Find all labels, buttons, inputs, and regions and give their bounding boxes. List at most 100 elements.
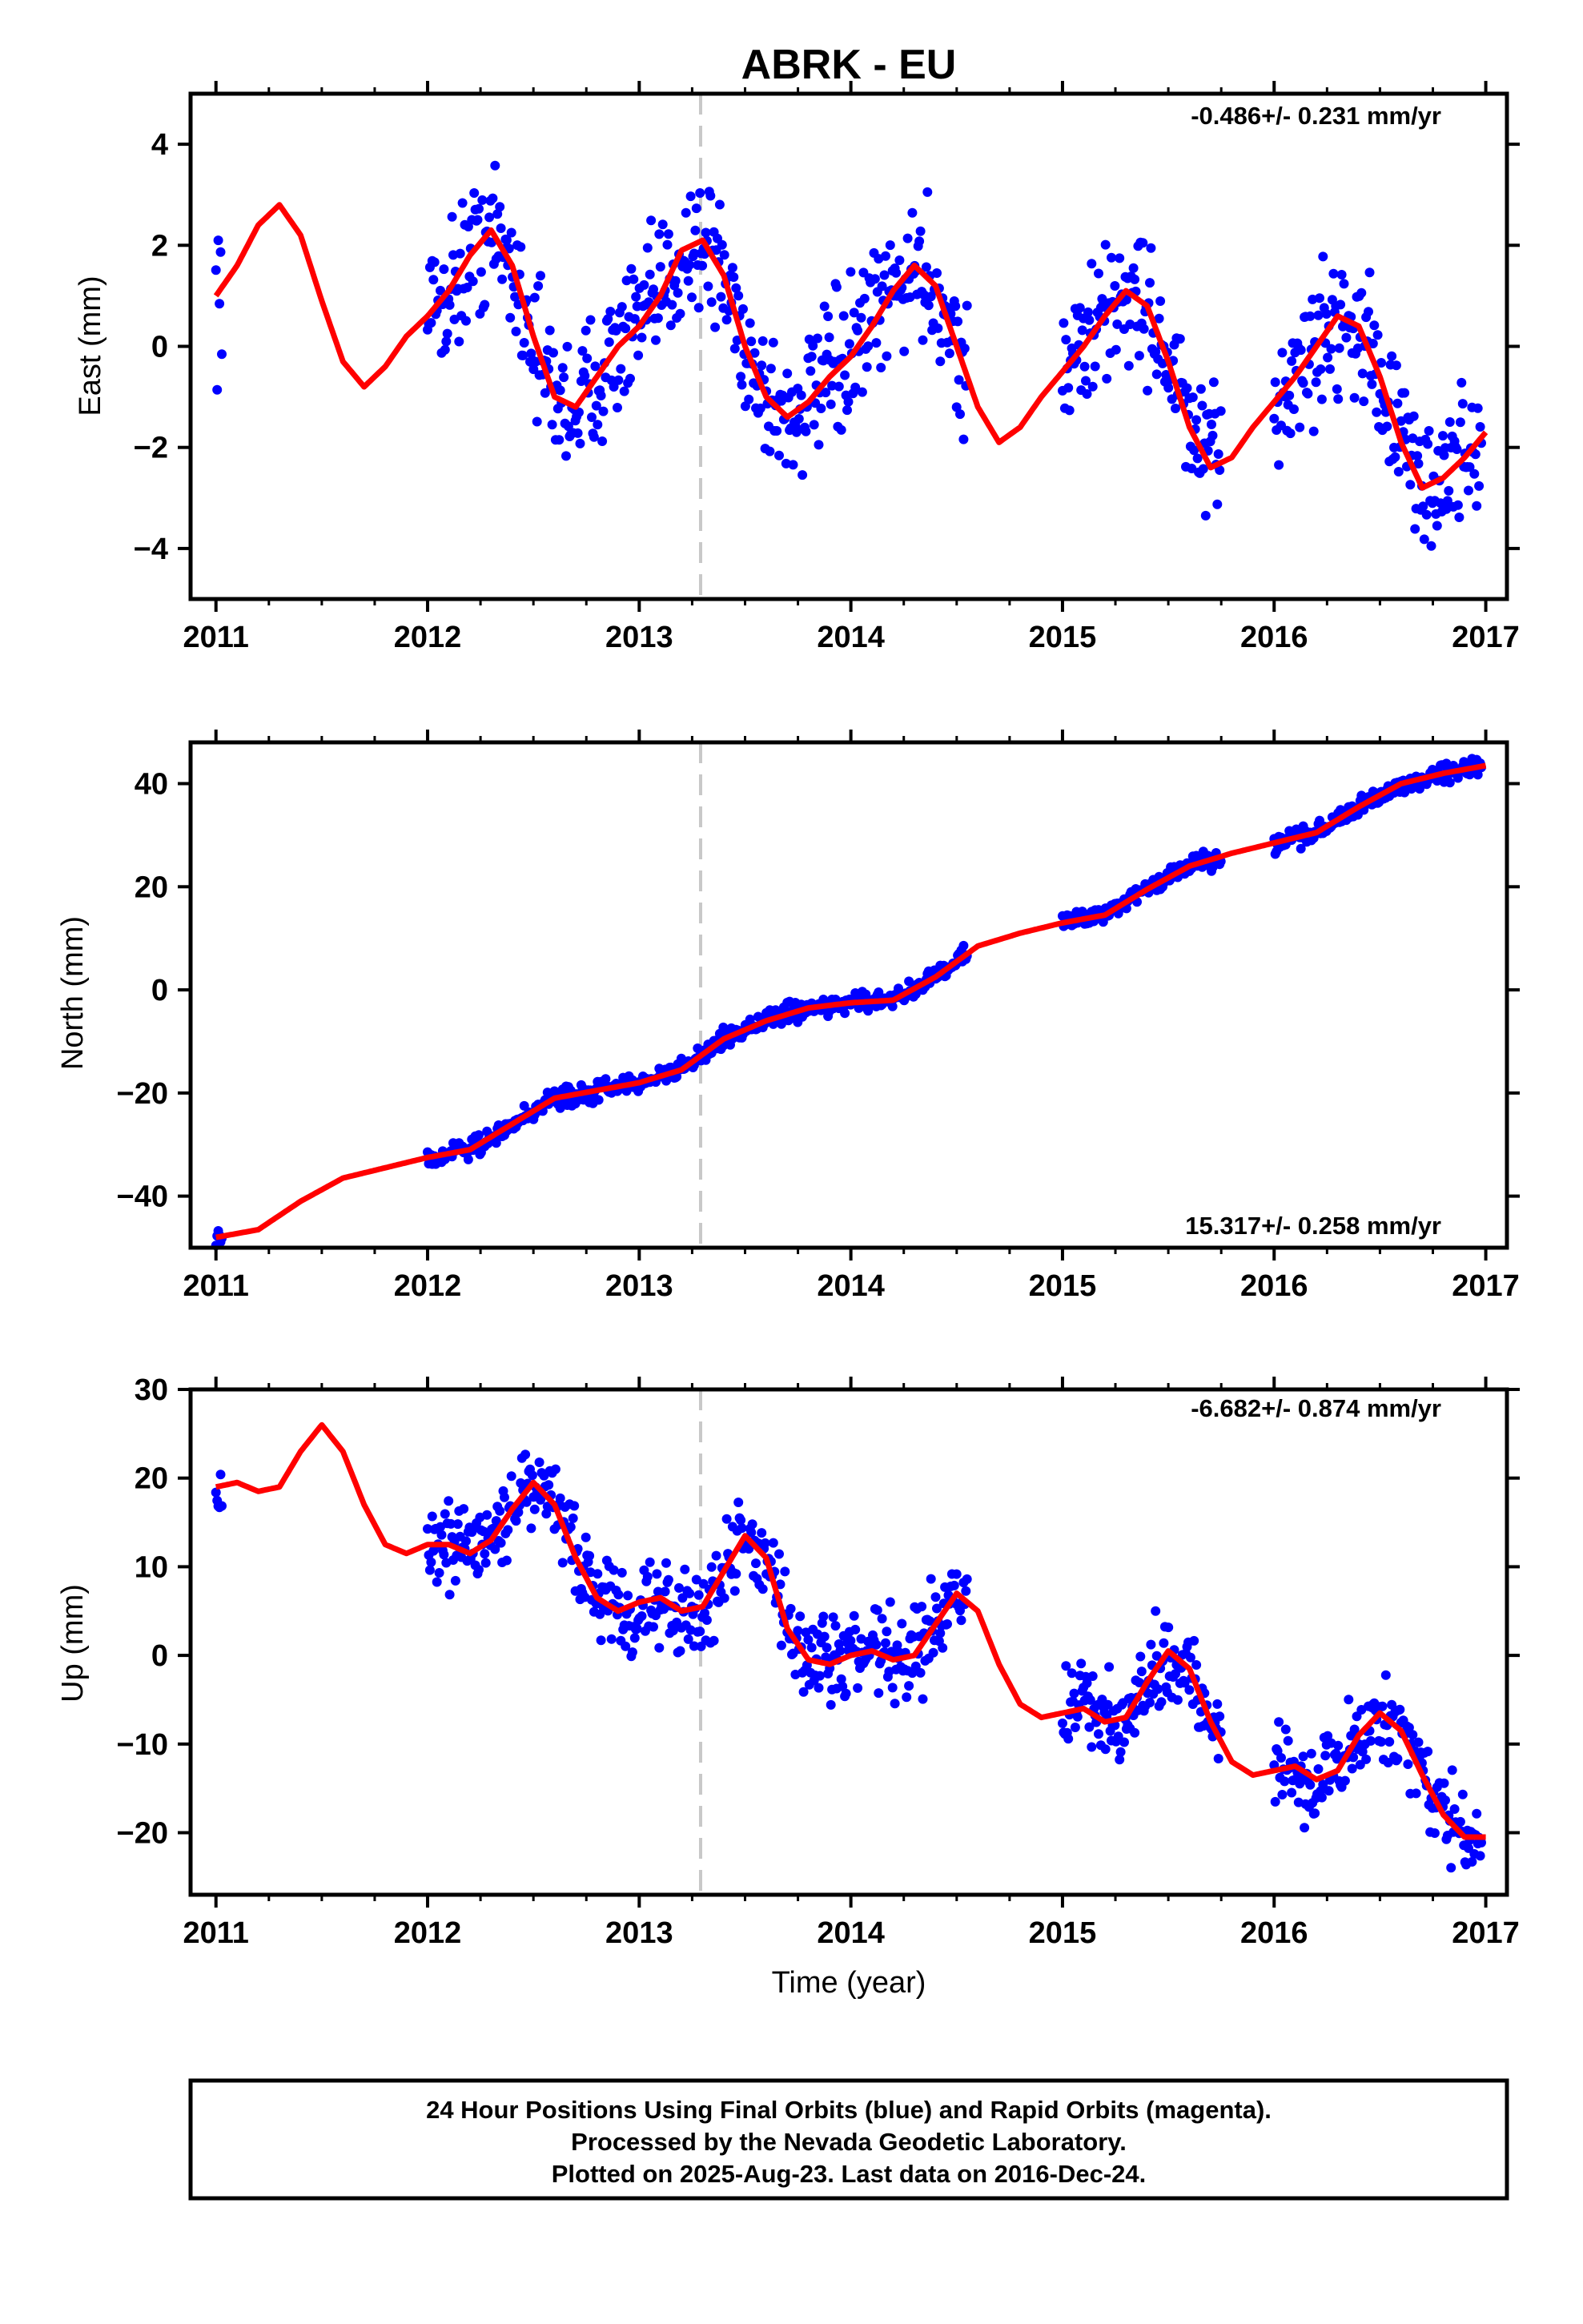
up-data-point [838,1681,848,1691]
east-data-point [774,450,784,460]
east-data-point [1452,444,1462,454]
east-data-point [834,381,844,392]
up-data-point [849,1610,859,1621]
up-data-point [949,1580,959,1590]
north-data-point [776,1019,786,1029]
up-data-point [632,1623,642,1634]
north-panel: North (mm) 15.317+/- 0.258 mm/yr 2011 201… [56,730,1520,1303]
east-data-point [729,272,739,282]
up-data-point [496,1538,506,1548]
east-data-point [1171,404,1180,413]
up-data-point [1276,1753,1286,1763]
up-panel: Up (mm) -6.682+/- 0.874 mm/yr 2011 2012 20… [56,1373,1520,1950]
east-data-point [857,387,867,397]
east-data-point [1454,513,1464,522]
east-data-point [1474,480,1485,491]
east-data-point [798,470,808,480]
up-data-point [450,1575,460,1586]
east-data-point [1472,501,1482,511]
east-rate-label: -0.486+/- 0.231 mm/yr [1191,102,1441,130]
east-data-point [1316,364,1326,374]
north-data-point [1444,778,1455,788]
east-data-point [801,426,811,436]
east-data-point [870,274,880,284]
up-data-point [826,1699,836,1710]
east-data-point [1387,351,1397,361]
east-data-point [836,424,846,435]
up-data-point [596,1635,606,1646]
up-data-point [480,1549,490,1559]
east-data-point [689,248,699,259]
east-data-point [1197,400,1207,411]
up-data-point [733,1498,744,1507]
east-data-point [1464,462,1475,472]
up-data-point [835,1646,846,1656]
east-data-point [1452,500,1463,510]
up-data-point [806,1642,817,1653]
east-data-point [562,341,573,352]
east-data-point [1143,385,1153,396]
east-data-point [1413,459,1424,468]
east-data-point [468,276,478,287]
east-data-point [540,388,550,398]
up-data-point [871,1639,882,1650]
east-data-point [1444,417,1455,427]
east-data-point [1115,253,1125,263]
east-data-point [633,350,644,360]
up-data-point [747,1519,757,1530]
east-data-point [881,251,890,261]
east-data-point [440,344,450,355]
up-data-point [1119,1737,1129,1747]
east-ylabel: East (mm) [74,275,107,416]
east-data-point [1158,358,1167,368]
up-data-point [904,1681,914,1691]
up-data-point [1411,1788,1421,1799]
north-rate-label: 15.317+/- 0.258 mm/yr [1185,1212,1441,1240]
up-data-point [917,1602,927,1612]
up-data-point [654,1642,665,1653]
up-data-point [1340,1775,1350,1786]
north-x-tick-label: 2012 [394,1269,462,1303]
east-panel: East (mm) -0.486+/- 0.231 mm/yr 2011 2012… [74,81,1520,654]
east-data-point [667,300,677,310]
east-data-point [653,313,663,324]
east-data-point [442,328,452,339]
east-x-tick-label: 2015 [1029,621,1097,654]
up-data-point [627,1647,637,1658]
east-data-point [461,316,471,326]
up-data-point [1313,1764,1324,1774]
north-data-point [463,1154,473,1164]
east-data-point [1426,541,1436,551]
east-data-point [1155,296,1166,306]
east-data-point [1274,460,1284,470]
east-data-point [1367,379,1377,389]
east-data-point [1112,319,1123,329]
east-data-point [721,315,732,325]
up-data-point [701,1615,712,1625]
east-data-point [506,227,516,238]
east-data-point [808,340,818,351]
east-data-point [731,283,741,293]
east-data-point [827,380,838,391]
east-data-point [840,370,850,380]
up-data-point [440,1509,450,1519]
east-data-point [476,267,486,277]
up-data-point [215,1470,226,1480]
east-data-point [1175,334,1185,344]
up-data-point [501,1555,512,1566]
up-data-point [926,1574,936,1584]
east-data-point [1207,430,1218,440]
up-data-point [1324,1786,1334,1796]
east-data-point [737,380,747,390]
up-data-point [822,1642,832,1653]
up-data-point [1151,1606,1161,1616]
up-data-point [541,1509,552,1519]
east-data-point [536,271,545,281]
east-data-point [894,255,905,265]
up-data-point [1070,1723,1080,1732]
up-data-point [569,1501,580,1511]
east-data-point [559,372,569,383]
east-data-point [717,239,727,250]
east-data-point [706,297,717,308]
up-data-point [1063,1734,1074,1744]
